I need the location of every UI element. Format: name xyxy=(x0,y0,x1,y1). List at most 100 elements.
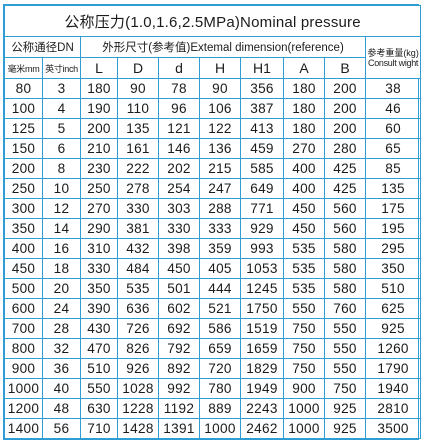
table-cell: 270 xyxy=(283,138,325,159)
table-cell: 85 xyxy=(364,158,422,179)
table-cell: 925 xyxy=(364,318,422,339)
table-row: 200 8 230 222 202 215 585 400 425 85 xyxy=(4,158,422,179)
col-header-L: L xyxy=(80,57,118,79)
table-cell: 1028 xyxy=(117,378,159,399)
table-cell: 2243 xyxy=(240,398,284,419)
table-cell: 80 xyxy=(4,78,43,99)
table-cell: 350 xyxy=(364,258,422,279)
table-cell: 484 xyxy=(117,258,159,279)
table-cell: 350 xyxy=(80,278,118,299)
table-cell: 780 xyxy=(199,378,241,399)
table-cell: 215 xyxy=(199,158,241,179)
table-cell: 550 xyxy=(324,358,366,379)
table-cell: 254 xyxy=(158,178,200,199)
table-row: 500 20 350 535 501 444 1245 535 580 510 xyxy=(4,278,422,299)
table-row: 80 3 180 90 78 90 356 180 200 38 xyxy=(4,78,422,99)
table-row: 700 28 430 726 692 586 1519 750 550 925 xyxy=(4,318,422,339)
table-cell: 1750 xyxy=(240,298,284,319)
table-cell: 16 xyxy=(42,238,81,259)
table-cell: 46 xyxy=(364,98,422,119)
table-cell: 889 xyxy=(199,398,241,419)
spec-table: 公称压力(1.0,1.6,2.5MPa)Nominal pressure 公称通… xyxy=(3,5,422,439)
table-cell: 40 xyxy=(42,378,81,399)
table-cell: 430 xyxy=(80,318,118,339)
weight-header: 参考重量(kg) Consult wight xyxy=(364,36,422,79)
table-cell: 925 xyxy=(324,398,366,419)
table-cell: 48 xyxy=(42,398,81,419)
table-cell: 356 xyxy=(240,78,284,99)
table-cell: 560 xyxy=(324,218,366,239)
table-cell: 459 xyxy=(240,138,284,159)
table-cell: 200 xyxy=(324,118,366,139)
table-cell: 750 xyxy=(283,338,325,359)
table-cell: 20 xyxy=(42,278,81,299)
table-cell: 1260 xyxy=(364,338,422,359)
table-cell: 586 xyxy=(199,318,241,339)
table-cell: 270 xyxy=(80,198,118,219)
table-cell: 892 xyxy=(158,358,200,379)
col-header-H1: H1 xyxy=(240,57,284,79)
table-row: 900 36 510 926 892 720 1829 750 550 1790 xyxy=(4,358,422,379)
table-cell: 200 xyxy=(324,78,366,99)
table-cell: 32 xyxy=(42,338,81,359)
table-cell: 993 xyxy=(240,238,284,259)
table-cell: 330 xyxy=(80,258,118,279)
table-cell: 1790 xyxy=(364,358,422,379)
table-cell: 390 xyxy=(80,298,118,319)
table-cell: 38 xyxy=(364,78,422,99)
table-cell: 303 xyxy=(158,198,200,219)
table-cell: 550 xyxy=(324,338,366,359)
table-cell: 180 xyxy=(283,118,325,139)
table-cell: 1659 xyxy=(240,338,284,359)
table-cell: 625 xyxy=(364,298,422,319)
table-cell: 450 xyxy=(283,198,325,219)
table-cell: 200 xyxy=(80,118,118,139)
table-cell: 1200 xyxy=(4,398,43,419)
table-cell: 12 xyxy=(42,198,81,219)
table-cell: 432 xyxy=(117,238,159,259)
col-header-B: B xyxy=(324,57,366,79)
table-cell: 800 xyxy=(4,338,43,359)
table-cell: 100 xyxy=(4,98,43,119)
table-cell: 18 xyxy=(42,258,81,279)
table-cell: 110 xyxy=(117,98,159,119)
table-row: 150 6 210 161 146 136 459 270 280 65 xyxy=(4,138,422,159)
table-cell: 2810 xyxy=(364,398,422,419)
table-cell: 222 xyxy=(117,158,159,179)
table-cell: 1192 xyxy=(158,398,200,419)
table-cell: 750 xyxy=(283,358,325,379)
table-cell: 501 xyxy=(158,278,200,299)
table-cell: 175 xyxy=(364,198,422,219)
table-cell: 400 xyxy=(283,178,325,199)
col-header-d: d xyxy=(158,57,200,79)
table-cell: 381 xyxy=(117,218,159,239)
table-cell: 444 xyxy=(199,278,241,299)
table-cell: 6 xyxy=(42,138,81,159)
table-row: 800 32 470 826 792 659 1659 750 550 1260 xyxy=(4,338,422,359)
table-cell: 330 xyxy=(117,198,159,219)
table-cell: 3 xyxy=(42,78,81,99)
table-cell: 1428 xyxy=(117,418,159,439)
table-cell: 56 xyxy=(42,418,81,439)
table-cell: 710 xyxy=(80,418,118,439)
table-cell: 720 xyxy=(199,358,241,379)
table-cell: 926 xyxy=(117,358,159,379)
table-cell: 450 xyxy=(158,258,200,279)
table-cell: 900 xyxy=(283,378,325,399)
table-cell: 60 xyxy=(364,118,422,139)
table-cell: 636 xyxy=(117,298,159,319)
table-cell: 200 xyxy=(4,158,43,179)
table-cell: 200 xyxy=(324,98,366,119)
table-row: 125 5 200 135 121 122 413 180 200 60 xyxy=(4,118,422,139)
table-cell: 925 xyxy=(324,418,366,439)
table-cell: 900 xyxy=(4,358,43,379)
table-cell: 146 xyxy=(158,138,200,159)
table-cell: 121 xyxy=(158,118,200,139)
table-cell: 1391 xyxy=(158,418,200,439)
table-cell: 1829 xyxy=(240,358,284,379)
table-cell: 1000 xyxy=(199,418,241,439)
table-cell: 1053 xyxy=(240,258,284,279)
table-body: 80 3 180 90 78 90 356 180 200 38 100 4 190 110 96 106 38… xyxy=(4,78,422,439)
table-cell: 535 xyxy=(283,238,325,259)
table-cell: 1940 xyxy=(364,378,422,399)
